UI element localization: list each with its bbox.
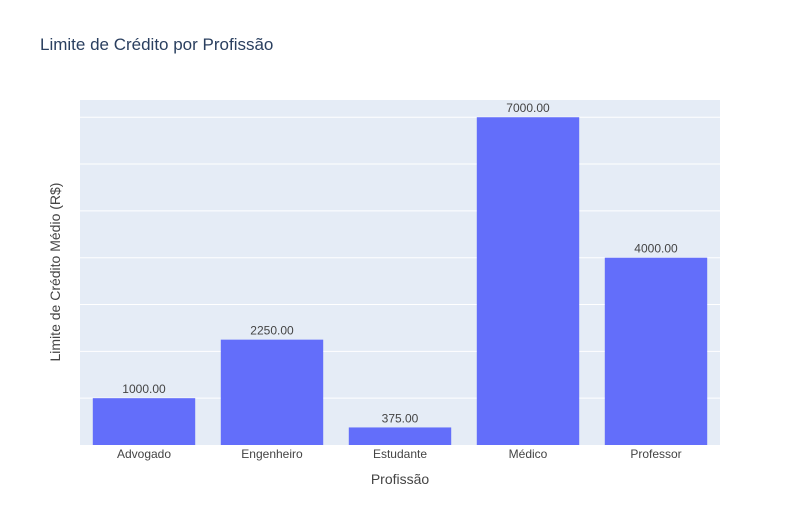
bar-value-label-engenheiro: 2250.00 [250,324,294,338]
bar-professor[interactable] [604,257,708,445]
bar-estudante[interactable] [348,427,452,445]
bar-value-label-medico: 7000.00 [506,101,550,115]
bar-advogado[interactable] [92,398,196,445]
bars [92,117,708,446]
x-tick-label-professor: Professor [630,447,681,461]
bar-value-label-advogado: 1000.00 [122,382,166,396]
x-tick-label-advogado: Advogado [117,447,171,461]
bar-value-label-estudante: 375.00 [382,411,419,425]
bar-engenheiro[interactable] [220,339,324,445]
y-axis-title: Limite de Crédito Médio (R$) [47,183,63,362]
x-tick-label-engenheiro: Engenheiro [241,447,303,461]
x-tick-labels: Advogado Engenheiro Estudante Médico Profess… [117,447,682,461]
x-tick-label-medico: Médico [509,447,548,461]
bar-medico[interactable] [476,117,580,446]
chart-title: Limite de Crédito por Profissão [40,35,273,54]
bar-value-labels: 1000.00 2250.00 375.00 7000.00 4000.00 [122,101,678,425]
bar-value-label-professor: 4000.00 [634,242,678,256]
x-tick-label-estudante: Estudante [373,447,427,461]
x-axis-title: Profissão [371,471,430,487]
